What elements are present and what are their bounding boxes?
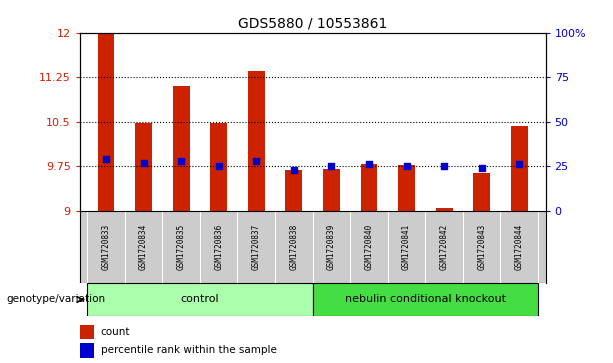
- Point: [402, 163, 411, 169]
- Point: [440, 163, 449, 169]
- Bar: [135, 123, 152, 211]
- Text: GSM1720840: GSM1720840: [365, 224, 373, 270]
- Bar: [248, 71, 265, 211]
- Text: GSM1720838: GSM1720838: [289, 224, 299, 270]
- Text: nebulin conditional knockout: nebulin conditional knockout: [345, 294, 506, 305]
- Point: [214, 163, 224, 169]
- Text: GSM1720841: GSM1720841: [402, 224, 411, 270]
- Text: GSM1720843: GSM1720843: [477, 224, 486, 270]
- Text: count: count: [101, 327, 130, 337]
- Bar: [80, 325, 94, 339]
- Text: control: control: [181, 294, 219, 305]
- Bar: [286, 170, 302, 211]
- Bar: [313, 283, 538, 316]
- Bar: [97, 33, 115, 211]
- Bar: [360, 164, 378, 211]
- Point: [289, 167, 299, 172]
- Bar: [511, 126, 528, 211]
- Bar: [87, 283, 313, 316]
- Point: [514, 162, 524, 167]
- Text: genotype/variation: genotype/variation: [6, 294, 105, 305]
- Bar: [436, 208, 452, 211]
- Bar: [323, 169, 340, 211]
- Text: GSM1720834: GSM1720834: [139, 224, 148, 270]
- Bar: [473, 173, 490, 211]
- Text: GSM1720844: GSM1720844: [515, 224, 524, 270]
- Text: GSM1720833: GSM1720833: [102, 224, 110, 270]
- Text: GSM1720835: GSM1720835: [177, 224, 186, 270]
- Point: [101, 156, 111, 162]
- Text: GSM1720837: GSM1720837: [252, 224, 261, 270]
- Point: [477, 165, 487, 171]
- Bar: [80, 343, 94, 358]
- Text: GSM1720842: GSM1720842: [440, 224, 449, 270]
- Point: [364, 162, 374, 167]
- Bar: [398, 166, 415, 211]
- Point: [327, 163, 337, 169]
- Text: percentile rank within the sample: percentile rank within the sample: [101, 345, 276, 355]
- Title: GDS5880 / 10553861: GDS5880 / 10553861: [238, 16, 387, 30]
- Bar: [173, 86, 189, 211]
- Bar: [210, 123, 227, 211]
- Point: [251, 158, 261, 164]
- Point: [176, 158, 186, 164]
- Text: GSM1720839: GSM1720839: [327, 224, 336, 270]
- Text: GSM1720836: GSM1720836: [214, 224, 223, 270]
- Point: [139, 160, 148, 166]
